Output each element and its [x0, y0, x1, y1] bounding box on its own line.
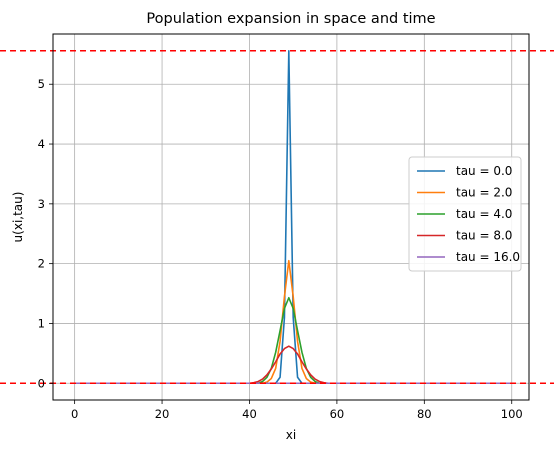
y-tick-label: 5: [38, 77, 45, 91]
y-axis-label: u(xi,tau): [11, 192, 25, 243]
y-tick-label: 4: [38, 137, 45, 151]
y-tick-label: 0: [38, 376, 45, 390]
series-line: [74, 259, 512, 385]
series-line: [74, 296, 512, 385]
y-tick-label: 3: [38, 197, 45, 211]
x-axis-label: xi: [286, 428, 296, 442]
y-tick-label: 1: [38, 316, 45, 330]
x-tick-label: 0: [71, 407, 78, 421]
y-tick-label: 2: [38, 257, 45, 271]
x-tick-label: 80: [417, 407, 432, 421]
x-tick-label: 20: [155, 407, 170, 421]
chart-title: Population expansion in space and time: [146, 11, 435, 27]
x-tick-label: 40: [242, 407, 257, 421]
legend-label: tau = 16.0: [456, 250, 520, 264]
legend: tau = 0.0 tau = 2.0 tau = 4.0 tau = 8.0 tau …: [408, 156, 522, 272]
legend-label: tau = 4.0: [456, 207, 512, 221]
x-tick-label: 60: [330, 407, 345, 421]
series-line: [74, 345, 512, 385]
reference-lines: [0, 49, 554, 385]
series-line: [74, 49, 512, 385]
legend-label: tau = 2.0: [456, 186, 512, 200]
ticks: 0 20 40 60 80 100 0 1 2 3 4 5: [38, 77, 523, 421]
x-tick-label: 100: [501, 407, 523, 421]
legend-box: [408, 156, 522, 272]
legend-label: tau = 0.0: [456, 164, 512, 178]
legend-label: tau = 8.0: [456, 229, 512, 243]
plot-frame: [52, 33, 530, 401]
